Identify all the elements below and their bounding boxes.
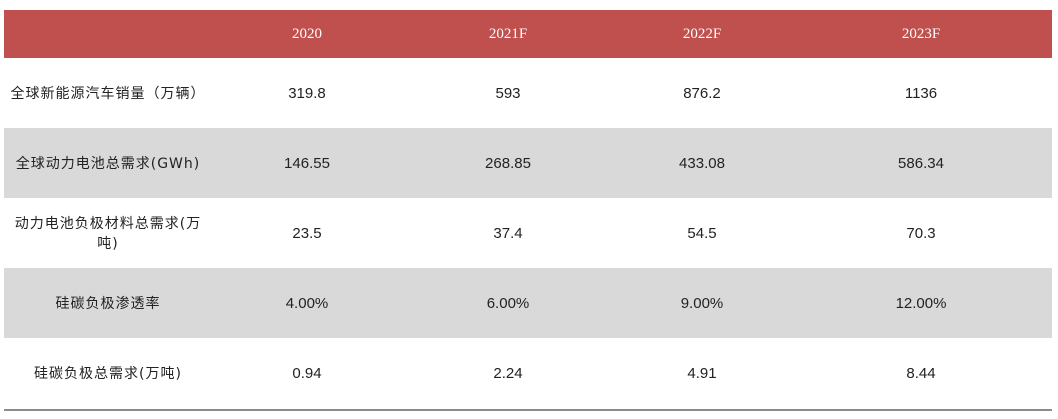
data-table: 2020 2021F 2022F 2023F 全球新能源汽车销量（万辆） 319… — [4, 10, 1052, 408]
table-cell: 23.5 — [292, 224, 322, 242]
table-cell: 586.34 — [898, 154, 944, 172]
header-cell-label — [4, 10, 212, 58]
header-cell-2023f: 2023F — [901, 25, 941, 42]
table-cell: 146.55 — [284, 154, 330, 172]
table-cell: 9.00% — [680, 294, 724, 312]
table-cell: 319.8 — [288, 84, 326, 102]
table-cell: 2.24 — [493, 364, 523, 382]
table-cell: 12.00% — [895, 294, 947, 312]
table-row: 动力电池负极材料总需求(万吨) 23.5 37.4 54.5 70.3 — [4, 198, 1052, 268]
row-label: 全球新能源汽车销量（万辆） — [10, 86, 206, 102]
row-label: 动力电池负极材料总需求(万吨) — [14, 216, 202, 252]
table-cell: 37.4 — [493, 224, 523, 242]
table-row: 全球新能源汽车销量（万辆） 319.8 593 876.2 1136 — [4, 58, 1052, 128]
table-cell: 8.44 — [906, 364, 936, 382]
table-cell: 876.2 — [683, 84, 721, 102]
table-cell: 0.94 — [292, 364, 322, 382]
table-row: 硅碳负极渗透率 4.00% 6.00% 9.00% 12.00% — [4, 268, 1052, 338]
row-label: 硅碳负极总需求(万吨) — [34, 366, 182, 382]
table-row: 全球动力电池总需求(GWh) 146.55 268.85 433.08 586.… — [4, 128, 1052, 198]
table-bottom-rule — [4, 409, 1052, 411]
row-label: 全球动力电池总需求(GWh) — [15, 156, 201, 172]
table-row: 硅碳负极总需求(万吨) 0.94 2.24 4.91 8.44 — [4, 338, 1052, 408]
table-cell: 4.00% — [285, 294, 329, 312]
table-cell: 70.3 — [906, 224, 936, 242]
table-cell: 1136 — [904, 84, 938, 102]
header-cell-2020: 2020 — [292, 25, 322, 42]
table-cell: 593 — [495, 84, 521, 102]
header-cell-2021f: 2021F — [488, 25, 528, 42]
table-cell: 433.08 — [679, 154, 725, 172]
header-row: 2020 2021F 2022F 2023F — [4, 10, 1052, 58]
table-cell: 4.91 — [687, 364, 717, 382]
row-label: 硅碳负极渗透率 — [55, 296, 161, 312]
table-cell: 268.85 — [485, 154, 531, 172]
table-cell: 6.00% — [486, 294, 530, 312]
table-cell: 54.5 — [687, 224, 717, 242]
header-cell-2022f: 2022F — [682, 25, 722, 42]
